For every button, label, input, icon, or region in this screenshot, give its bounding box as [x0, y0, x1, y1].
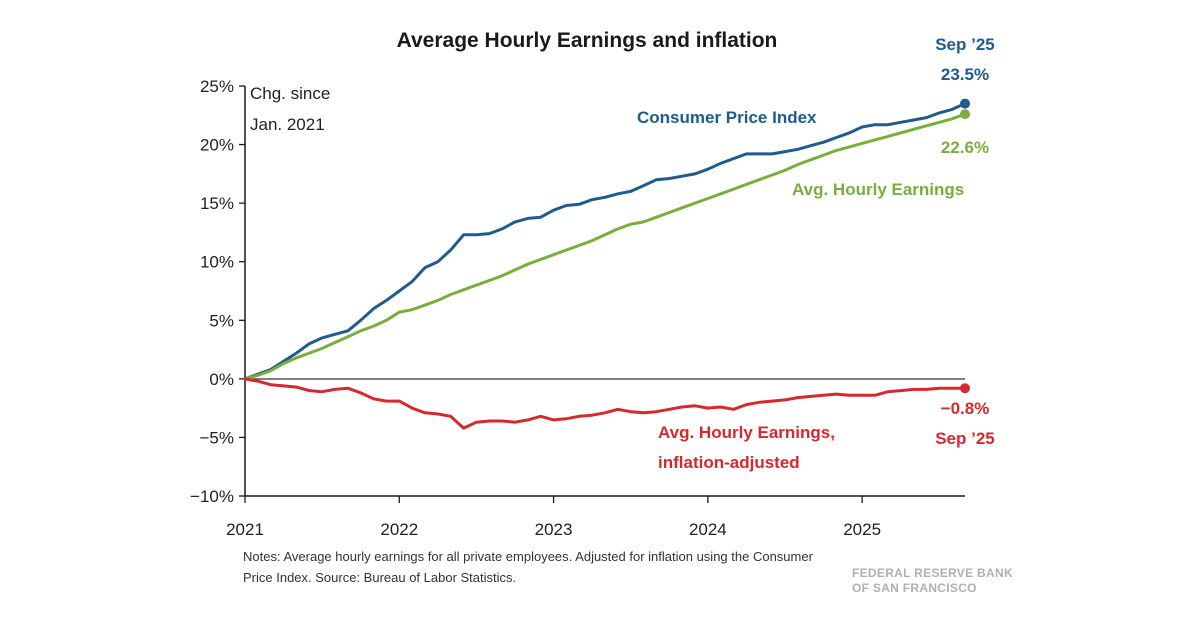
ahe-series-label: Avg. Hourly Earnings	[792, 180, 964, 199]
y-axis-note-line-1: Chg. since	[250, 84, 330, 103]
x-axis: 2021 2022 2023 2024 2025	[226, 495, 965, 539]
x-tick-label: 2024	[689, 520, 727, 539]
ahe-end-value: 22.6%	[941, 138, 989, 157]
y-tick-label: 15%	[200, 194, 234, 213]
x-tick-label: 2025	[843, 520, 881, 539]
ahe-line	[243, 112, 967, 381]
real-end-date: Sep ’25	[935, 429, 995, 448]
real-end-value: −0.8%	[941, 399, 990, 418]
y-tick-label: −5%	[200, 428, 235, 447]
real-line	[243, 377, 967, 430]
y-ticks: 25% 20% 15% 10% 5% 0% −5% −10%	[190, 77, 245, 506]
y-tick-label: −10%	[190, 487, 234, 506]
chart-title: Average Hourly Earnings and inflation	[397, 29, 778, 52]
y-axis: 25% 20% 15% 10% 5% 0% −5% −10%	[190, 77, 246, 506]
brand-line-1: FEDERAL RESERVE BANK	[852, 566, 1013, 580]
y-tick-label: 5%	[209, 311, 234, 330]
real-end-point	[959, 383, 970, 394]
y-tick-label: 10%	[200, 253, 234, 272]
cpi-end-point	[959, 98, 970, 109]
y-axis-note-line-2: Jan. 2021	[250, 115, 325, 134]
x-tick-label: 2022	[380, 520, 418, 539]
cpi-end-value: 23.5%	[941, 65, 989, 84]
cpi-line	[243, 102, 967, 381]
x-ticks: 2021 2022 2023 2024 2025	[226, 496, 881, 539]
brand-logo: FEDERAL RESERVE BANK OF SAN FRANCISCO	[852, 566, 1013, 596]
real-series-label-line-2: inflation-adjusted	[658, 453, 800, 472]
y-tick-label: 0%	[209, 370, 234, 389]
ahe-end-point	[959, 109, 970, 120]
x-tick-label: 2023	[535, 520, 573, 539]
brand-line-2: OF SAN FRANCISCO	[852, 581, 977, 595]
chart-notes: Notes: Average hourly earnings for all p…	[243, 549, 813, 585]
y-tick-label: 20%	[200, 136, 234, 155]
cpi-series-label: Consumer Price Index	[637, 108, 817, 127]
real-series-label-line-1: Avg. Hourly Earnings,	[658, 423, 835, 442]
cpi-end-date: Sep ’25	[935, 35, 995, 54]
y-tick-label: 25%	[200, 77, 234, 96]
x-tick-label: 2021	[226, 520, 264, 539]
series-lines	[243, 98, 970, 430]
